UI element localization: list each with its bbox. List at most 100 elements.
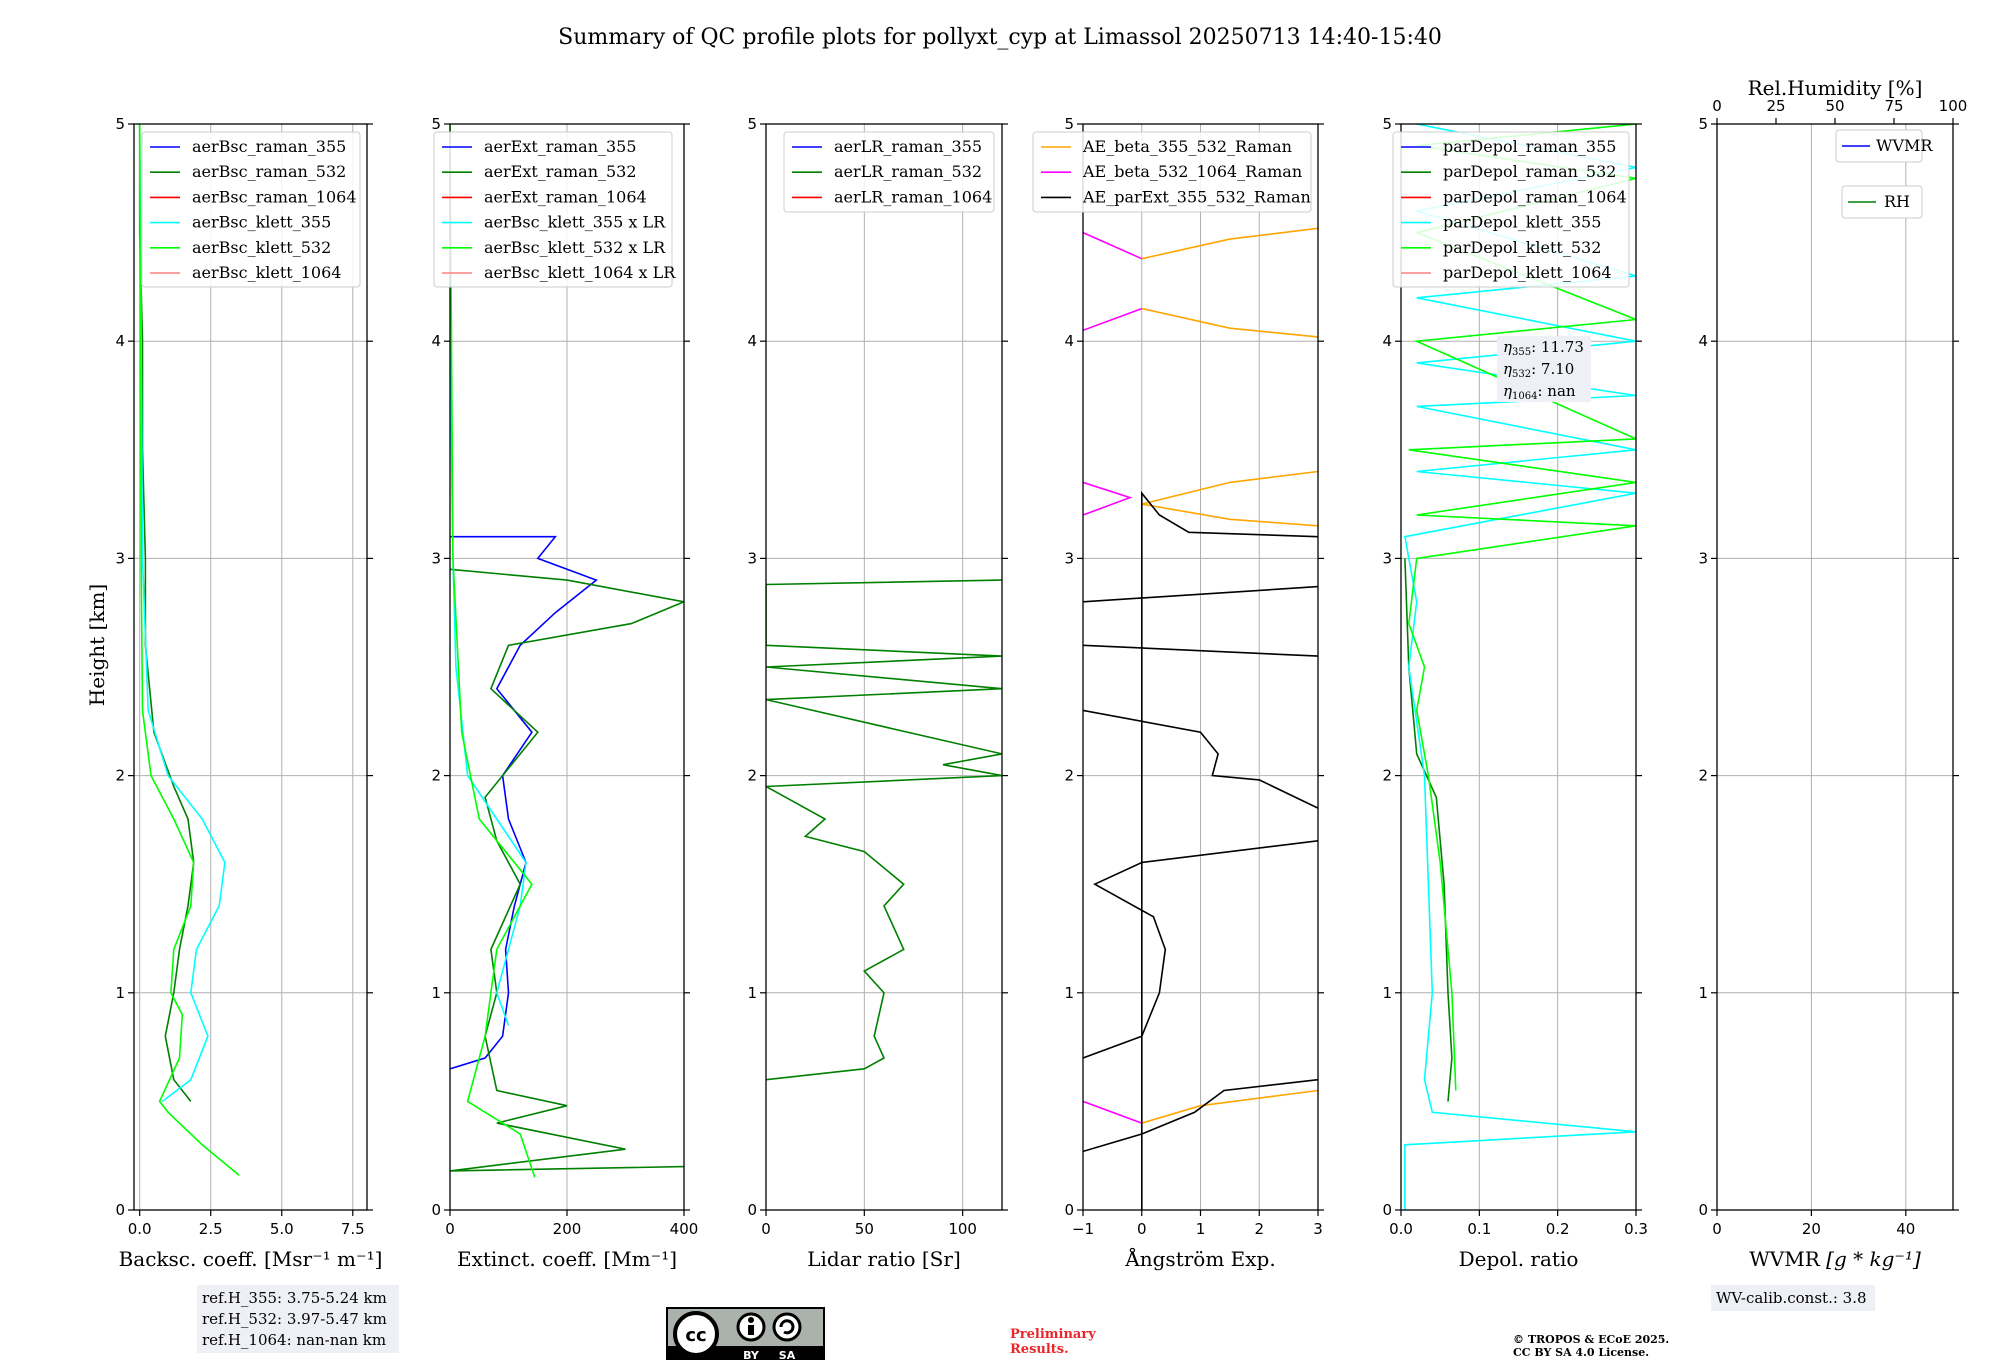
x-tick-label: 0.1 [1467, 1220, 1491, 1238]
panels: 0.0 2.5 5.0 7.5 0 1 2 3 4 5 Backsc. coeff. [Msr⁻¹ … [115, 76, 1967, 1271]
top-tick-label: 100 [1939, 97, 1968, 115]
y-tick-label: 2 [1382, 767, 1392, 785]
cc-license-badge: cc BY SA [666, 1307, 825, 1360]
y-tick-label: 0 [1064, 1201, 1074, 1219]
series-line-aerBsc_raman_532 [138, 124, 195, 1102]
x-tick-label: 100 [948, 1220, 977, 1238]
y-tick-label: 5 [1698, 115, 1708, 133]
refh-1064: ref.H_1064: nan-nan km [202, 1331, 386, 1349]
series-line-aerBsc_klett_355 x LR [450, 341, 527, 1026]
y-axis-label: Height [km] [85, 584, 109, 706]
top-tick-label: 50 [1825, 97, 1844, 115]
y-tick-label: 0 [431, 1201, 441, 1219]
series-line-AE_parExt_355_532_Raman [1083, 1078, 1318, 1153]
preliminary-line-1: Preliminary [1010, 1327, 1096, 1342]
legend: WVMR RH [1835, 129, 1933, 219]
legend-entry: parDepol_klett_355 [1443, 213, 1601, 232]
x-axis-label: WVMR [g * kg⁻¹] [1749, 1247, 1921, 1271]
series-line-aerExt_raman_532 [450, 568, 684, 1172]
legend-entry: aerExt_raman_1064 [484, 187, 647, 206]
x-tick-label: 40 [1896, 1220, 1915, 1238]
panel-2: 0 200 400 0 1 2 3 4 5 Extinct. coeff. [Mm⁻¹] aerEx… [431, 115, 698, 1271]
axes-frame [133, 123, 368, 1211]
axes-frame [765, 123, 1003, 1211]
series-line-AE_beta_355_532_Raman [1141, 1089, 1318, 1124]
y-tick-label: 2 [1064, 767, 1074, 785]
legend-entry: parDepol_raman_532 [1443, 162, 1616, 181]
legend-entry: aerBsc_klett_532 [192, 238, 331, 257]
axes-frame [1082, 123, 1319, 1211]
y-tick-label: 4 [1382, 332, 1392, 350]
series-line-AE_parExt_355_532_Raman [1141, 490, 1318, 1210]
legend-entry: aerBsc_klett_1064 x LR [484, 263, 676, 282]
legend-frame [1841, 185, 1923, 219]
x-tick-label: 0 [445, 1220, 455, 1238]
series-group [1083, 227, 1318, 1210]
x-axis-label: Ångström Exp. [1124, 1246, 1275, 1271]
y-tick-label: 1 [115, 984, 125, 1002]
x-tick-label: 3 [1313, 1220, 1323, 1238]
x-tick-label: 7.5 [341, 1220, 365, 1238]
legend-frame [783, 131, 995, 213]
legend-frame [1835, 129, 1923, 163]
x-tick-label: 2.5 [199, 1220, 223, 1238]
y-tick-label: 4 [115, 332, 125, 350]
series-line-AE_beta_355_532_Raman [1141, 307, 1318, 338]
legend: aerExt_raman_355 aerExt_raman_532 aerExt_r… [433, 131, 676, 288]
y-tick-label: 4 [747, 332, 757, 350]
x-tick-label: 0.0 [1389, 1220, 1413, 1238]
y-tick-label: 0 [747, 1201, 757, 1219]
series-group [766, 579, 1002, 1081]
series-line-aerBsc_klett_355 [138, 124, 226, 1103]
copyright-line-2: CC BY SA 4.0 License. [1513, 1346, 1649, 1359]
legend-entry: parDepol_klett_532 [1443, 238, 1601, 257]
y-tick-label: 4 [1064, 332, 1074, 350]
y-tick-label: 3 [115, 549, 125, 567]
series-line-AE_beta_532_1064_Raman [1083, 231, 1143, 260]
y-tick-label: 4 [1698, 332, 1708, 350]
y-tick-label: 1 [1064, 984, 1074, 1002]
x-tick-label: −1 [1072, 1220, 1094, 1238]
eta-1064-label: η1064: nan [1503, 382, 1576, 402]
top-tick-label: 0 [1712, 97, 1722, 115]
y-tick-label: 0 [1698, 1201, 1708, 1219]
legend-entry: parDepol_raman_1064 [1443, 187, 1627, 206]
panel-1: 0.0 2.5 5.0 7.5 0 1 2 3 4 5 Backsc. coeff. [Msr⁻¹ … [115, 115, 382, 1271]
x-tick-label: 0 [1137, 1220, 1147, 1238]
legend-entry: parDepol_klett_1064 [1443, 263, 1612, 282]
series-line-AE_beta_355_532_Raman [1141, 227, 1318, 260]
x-tick-label: 200 [553, 1220, 582, 1238]
x-tick-label: 50 [855, 1220, 874, 1238]
axes-frame [449, 123, 685, 1211]
x-tick-label: 2 [1254, 1220, 1264, 1238]
series-line-AE_parExt_355_532_Raman [1083, 644, 1318, 657]
figure-title: Summary of QC profile plots for pollyxt_… [558, 25, 1442, 50]
cc-circle-icon [673, 1311, 719, 1357]
series-line-AE_beta_355_532_Raman [1141, 470, 1318, 505]
y-tick-label: 5 [431, 115, 441, 133]
panel-3: 0 50 100 0 1 2 3 4 5 Lidar ratio [Sr] aerLR_raman_… [747, 115, 1008, 1271]
cc-logo-text: cc [685, 1325, 706, 1346]
eta-annotation: η355: 11.73 η532: 7.10 η1064: nan [1497, 336, 1591, 402]
legend-entry: aerBsc_raman_532 [192, 162, 346, 181]
legend: aerBsc_raman_355 aerBsc_raman_532 aerBsc_r… [141, 131, 361, 288]
legend-frame [1032, 131, 1312, 213]
y-tick-label: 2 [115, 767, 125, 785]
y-tick-label: 5 [747, 115, 757, 133]
legend-entry: aerBsc_klett_355 x LR [484, 213, 666, 232]
y-tick-label: 3 [1382, 549, 1392, 567]
cc-sa-label: SA [779, 1349, 796, 1360]
y-tick-label: 2 [431, 767, 441, 785]
legend-entry: aerLR_raman_355 [834, 137, 982, 156]
series-line-parDepol_klett_355 [1403, 124, 1636, 1210]
legend-entry: aerLR_raman_532 [834, 162, 982, 181]
legend-entry: aerBsc_klett_532 x LR [484, 238, 666, 257]
series-line-aerExt_raman_355 [450, 535, 598, 1070]
series-group [450, 124, 684, 1178]
top-tick-label: 75 [1884, 97, 1903, 115]
legend-entry: AE_parExt_355_532_Raman [1082, 187, 1311, 206]
series-line-AE_parExt_355_532_Raman [1083, 840, 1318, 1059]
legend: parDepol_raman_355 parDepol_raman_532 parD… [1392, 131, 1630, 288]
